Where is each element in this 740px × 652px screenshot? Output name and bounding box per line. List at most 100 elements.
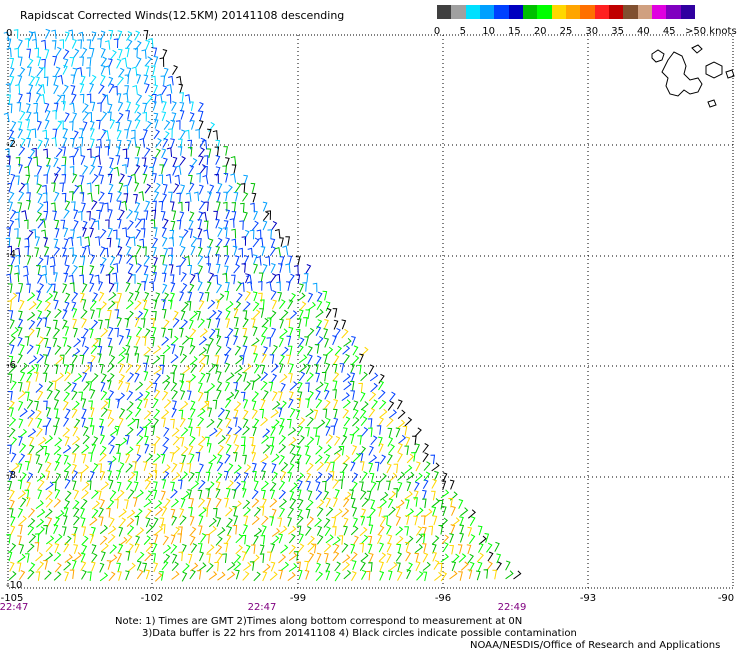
wind-barb [269,310,277,320]
wind-barb [26,399,34,409]
wind-barb [91,436,99,447]
wind-barb [315,309,324,318]
wind-barb [224,470,229,481]
wind-barb [107,409,112,420]
wind-barb [206,318,212,329]
wind-barb [428,525,434,536]
wind-barb [170,534,176,545]
wind-barb [52,210,57,221]
wind-barb [18,191,25,202]
wind-barb [86,182,92,193]
wind-barb [18,283,24,293]
wind-barb [252,374,262,383]
wind-barb [64,381,72,392]
wind-barb [289,381,298,391]
wind-barb [177,201,183,212]
wind-barb [206,418,215,428]
wind-barb [413,481,420,492]
wind-barb [15,292,21,302]
wind-barb [152,489,158,500]
wind-barb [358,453,364,463]
wind-barb [233,433,238,444]
wind-barb [113,166,120,177]
colorbar-segment [609,5,624,19]
colorbar-segment [594,5,610,19]
wind-barb [125,534,133,544]
wind-barb [278,337,284,348]
wind-barb [80,75,86,86]
wind-barb [143,328,151,339]
wind-barb [52,109,57,120]
wind-barb [123,193,129,203]
wind-barb [225,209,231,220]
wind-barb [151,265,157,276]
wind-barb [242,454,247,465]
wind-barb [251,451,257,462]
wind-barb [397,570,403,581]
colorbar-tick-label: 35 [611,26,624,37]
wind-barb [189,400,196,411]
wind-barb [245,273,250,284]
wind-barb [413,490,419,501]
wind-barb [126,209,133,219]
wind-barb [351,571,357,581]
wind-barb [89,227,94,238]
wind-barb [33,175,39,185]
wind-barb [82,426,89,437]
wind-barb [89,265,95,276]
wind-barb [73,544,79,554]
wind-barb [387,436,394,447]
wind-barb [250,318,256,329]
wind-barb [135,146,141,157]
wind-barb [8,335,16,346]
wind-barb [114,425,120,436]
wind-barb [171,570,180,580]
wind-barb [225,282,230,292]
wind-barb [79,354,85,365]
wind-barb [198,110,204,121]
wind-barb [6,227,11,237]
wind-barb [25,496,31,507]
wind-barb [316,336,324,346]
wind-barb [378,389,386,400]
note-line-1: Note: 1) Times are GMT 2)Times along bot… [115,616,523,627]
wind-barb [42,446,48,456]
wind-barb [306,372,314,382]
wind-barb [96,308,101,318]
wind-barb [198,498,206,508]
wind-barb [143,410,152,420]
colorbar-tick-label: >50 knots [685,26,737,37]
wind-barb [168,236,174,247]
wind-barb [27,328,35,338]
wind-barb [190,119,195,130]
wind-barb [61,156,67,167]
wind-barb [125,453,131,464]
wind-barb [153,435,161,446]
wind-barb [109,554,118,564]
wind-barb [91,526,96,537]
wind-barb [190,157,198,168]
wind-barb [72,48,80,59]
wind-barb [19,371,26,382]
wind-barb [144,65,150,76]
wind-barb [5,237,11,248]
wind-barb [267,229,273,239]
wind-barb [325,346,334,357]
wind-barb [342,554,351,564]
wind-barb [132,497,138,507]
wind-barb [388,472,397,482]
wind-barb [7,300,12,310]
wind-barb [179,211,185,222]
wind-barb [14,264,20,275]
wind-barb [225,417,232,428]
wind-barb [307,552,315,563]
wind-barb [330,425,336,436]
wind-barb [271,463,277,474]
wind-barb [145,200,151,211]
wind-barb [172,156,178,167]
wind-barb [180,353,188,364]
wind-barb [351,560,357,570]
wind-barb [131,129,136,140]
wind-barb [43,76,49,87]
wind-barb [130,236,136,247]
